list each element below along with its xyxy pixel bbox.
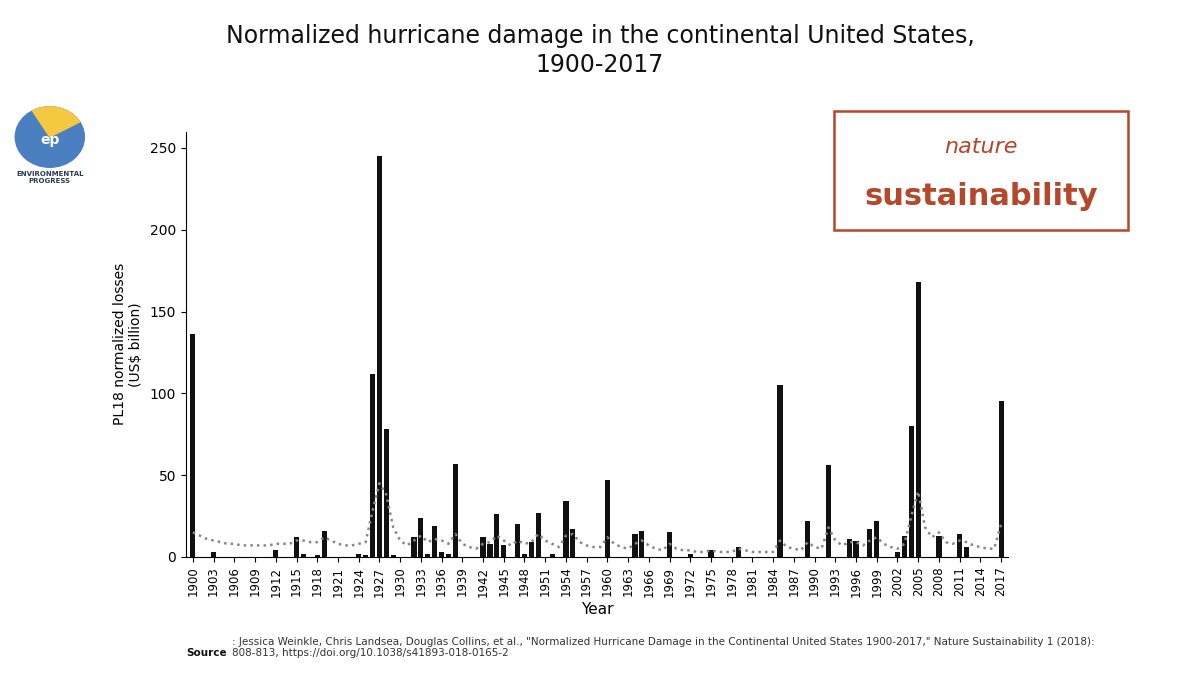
Bar	[515, 524, 520, 557]
Text: sustainability: sustainability	[864, 182, 1098, 211]
Bar	[632, 534, 637, 557]
Bar	[419, 518, 424, 557]
Bar	[322, 531, 326, 557]
Circle shape	[16, 107, 84, 167]
Bar	[895, 552, 900, 557]
Bar	[964, 547, 970, 557]
Bar	[494, 514, 499, 557]
Bar	[874, 521, 880, 557]
Text: Normalized hurricane damage in the continental United States,
1900-2017: Normalized hurricane damage in the conti…	[226, 24, 974, 78]
Bar	[853, 541, 859, 557]
X-axis label: Year: Year	[581, 602, 613, 617]
Bar	[535, 513, 541, 557]
Bar	[998, 402, 1003, 557]
Bar	[364, 556, 368, 557]
Bar	[391, 556, 396, 557]
Bar	[778, 385, 782, 557]
Bar	[936, 536, 942, 557]
Bar	[211, 552, 216, 557]
Bar	[550, 554, 554, 557]
Bar	[452, 464, 458, 557]
Bar	[191, 334, 196, 557]
Bar	[846, 539, 852, 557]
Wedge shape	[32, 107, 79, 137]
Text: : Jessica Weinkle, Chris Landsea, Douglas Collins, et al., "Normalized Hurricane: : Jessica Weinkle, Chris Landsea, Dougla…	[232, 637, 1094, 658]
Bar	[487, 544, 492, 557]
Bar	[529, 542, 534, 557]
Bar	[805, 521, 810, 557]
Text: nature: nature	[944, 137, 1018, 157]
Text: Source: Source	[186, 648, 227, 658]
Bar	[826, 465, 830, 557]
Bar	[370, 374, 376, 557]
Bar	[356, 554, 361, 557]
Y-axis label: PL18 normalized losses
(US$ billion): PL18 normalized losses (US$ billion)	[113, 263, 143, 425]
Bar	[301, 554, 306, 557]
Bar	[377, 156, 382, 557]
Bar	[412, 537, 416, 557]
Bar	[901, 536, 907, 557]
Bar	[908, 426, 914, 557]
Bar	[958, 534, 962, 557]
Bar	[667, 533, 672, 557]
Bar	[522, 554, 527, 557]
Bar	[916, 282, 920, 557]
Bar	[446, 554, 451, 557]
Text: ENVIRONMENTAL
PROGRESS: ENVIRONMENTAL PROGRESS	[16, 171, 84, 184]
Text: ep: ep	[40, 133, 60, 147]
Bar	[688, 554, 692, 557]
Bar	[502, 545, 506, 557]
Bar	[605, 480, 610, 557]
Bar	[294, 537, 299, 557]
Bar	[274, 550, 278, 557]
Bar	[736, 547, 742, 557]
Bar	[314, 556, 320, 557]
Bar	[384, 429, 389, 557]
Bar	[570, 529, 576, 557]
Bar	[868, 529, 872, 557]
Bar	[708, 550, 714, 557]
Bar	[432, 526, 437, 557]
Bar	[640, 531, 644, 557]
Bar	[563, 502, 569, 557]
Bar	[480, 537, 486, 557]
Bar	[439, 552, 444, 557]
Bar	[425, 554, 431, 557]
